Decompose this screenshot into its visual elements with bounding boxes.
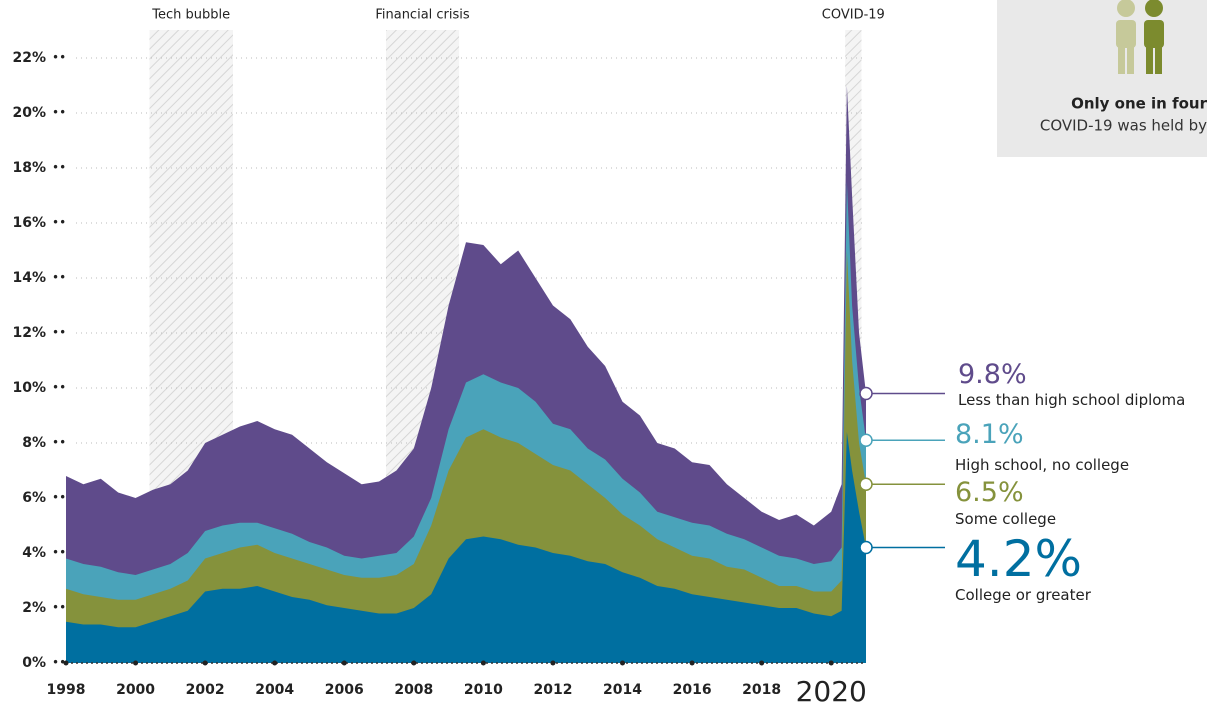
x-tick-mark xyxy=(480,660,486,666)
y-tick-label: 14% xyxy=(12,270,46,286)
y-tick-mark: •• xyxy=(52,51,66,65)
card-title: Only one in four xyxy=(1071,95,1207,113)
y-tick-mark: •• xyxy=(52,216,66,230)
x-tick-mark xyxy=(202,660,208,666)
x-tick-mark xyxy=(341,660,347,666)
end-value-label: 6.5% xyxy=(955,477,1024,508)
series-name: Some college xyxy=(955,510,1056,528)
y-tick-label: 16% xyxy=(12,215,46,231)
y-tick-mark: •• xyxy=(52,436,66,450)
card-text: COVID-19 was held by xyxy=(1040,117,1207,135)
end-marker xyxy=(859,386,873,401)
y-tick-label: 22% xyxy=(12,50,46,66)
y-tick-label: 20% xyxy=(12,105,46,121)
x-tick-label: 2000 xyxy=(116,682,155,698)
x-tick-mark xyxy=(689,660,695,666)
y-tick-mark: •• xyxy=(52,491,66,505)
info-card: Only one in four COVID-19 was held by xyxy=(997,0,1207,157)
x-tick-mark xyxy=(133,660,139,666)
y-tick-mark: •• xyxy=(52,161,66,175)
end-marker xyxy=(859,477,873,491)
y-tick-mark: •• xyxy=(52,546,66,560)
x-tick-mark xyxy=(759,660,765,666)
end-marker xyxy=(859,540,873,555)
x-tick-label: 2002 xyxy=(186,682,225,698)
area xyxy=(66,432,866,663)
area xyxy=(66,250,866,663)
x-tick-label: 2014 xyxy=(603,682,642,698)
x-tick-label: 2012 xyxy=(533,682,572,698)
y-tick-label: 2% xyxy=(22,600,46,616)
x-tick-mark xyxy=(828,660,834,666)
end-value-label: 8.1% xyxy=(955,419,1024,450)
y-tick-label: 4% xyxy=(22,545,46,561)
x-tick-mark xyxy=(620,660,626,666)
person-icon xyxy=(1144,0,1164,74)
y-tick-mark: •• xyxy=(52,106,66,120)
area xyxy=(66,181,866,663)
y-tick-label: 0% xyxy=(22,655,46,671)
x-tick-label: 1998 xyxy=(47,682,86,698)
y-tick-mark: •• xyxy=(52,271,66,285)
x-tick-label: 2010 xyxy=(464,682,503,698)
period-label: COVID-19 xyxy=(822,8,885,23)
x-tick-mark xyxy=(63,660,69,666)
x-tick-label: 2020 xyxy=(796,675,867,706)
x-tick-mark xyxy=(411,660,417,666)
series-name: High school, no college xyxy=(955,456,1129,474)
y-tick-label: 6% xyxy=(22,490,46,506)
x-tick-label: 2006 xyxy=(325,682,364,698)
y-tick-mark: •• xyxy=(52,656,66,670)
y-tick-mark: •• xyxy=(52,381,66,395)
y-tick-label: 10% xyxy=(12,380,46,396)
y-tick-mark: •• xyxy=(52,326,66,340)
x-tick-label: 2018 xyxy=(742,682,781,698)
person-icon xyxy=(1116,0,1136,74)
y-tick-label: 12% xyxy=(12,325,46,341)
end-marker xyxy=(859,433,873,447)
period-label: Tech bubble xyxy=(151,8,230,23)
x-tick-mark xyxy=(272,660,278,666)
y-tick-label: 8% xyxy=(22,435,46,451)
x-tick-label: 2016 xyxy=(673,682,712,698)
card-bg xyxy=(997,0,1207,157)
x-tick-label: 2004 xyxy=(255,682,294,698)
end-value-label: 4.2% xyxy=(955,530,1082,588)
x-tick-mark xyxy=(550,660,556,666)
y-tick-label: 18% xyxy=(12,160,46,176)
period-label: Financial crisis xyxy=(375,8,470,23)
x-tick-label: 2008 xyxy=(394,682,433,698)
series-name: College or greater xyxy=(955,586,1092,604)
end-value-label: 9.8% xyxy=(958,359,1027,390)
y-tick-mark: •• xyxy=(52,601,66,615)
series-name: Less than high school diploma xyxy=(958,391,1185,409)
